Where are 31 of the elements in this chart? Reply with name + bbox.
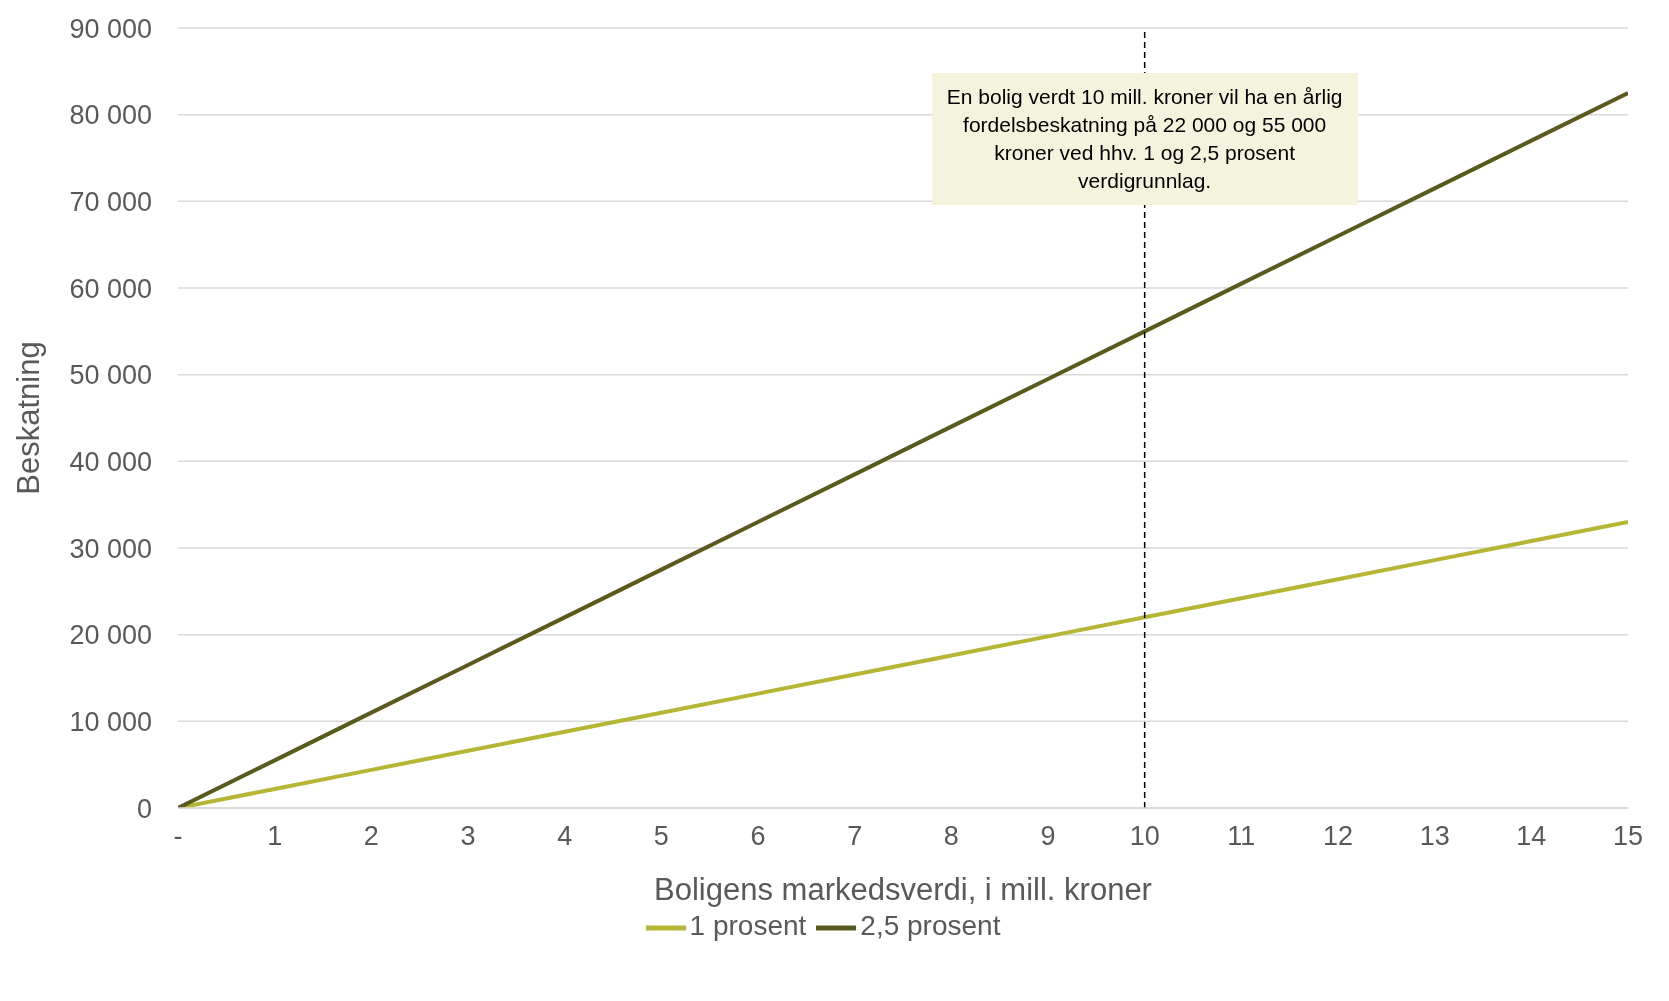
x-axis-title: Boligens markedsverdi, i mill. kroner (654, 872, 1152, 907)
legend-label: 2,5 prosent (860, 910, 1001, 942)
y-tick-label: 30 000 (69, 533, 152, 564)
x-tick-label: 14 (1516, 821, 1547, 852)
x-tick-label: 6 (750, 821, 766, 852)
y-tick-label: 90 000 (69, 13, 152, 44)
y-tick-label: 80 000 (69, 100, 152, 131)
y-tick-label: 60 000 (69, 273, 152, 304)
y-tick-label: 50 000 (69, 360, 152, 391)
x-tick-label: 7 (847, 821, 863, 852)
y-tick-label: 70 000 (69, 186, 152, 217)
x-tick-label: 5 (653, 821, 669, 852)
x-tick-label: 1 (267, 821, 283, 852)
x-tick-label: 8 (943, 821, 959, 852)
y-tick-label: 0 (136, 793, 152, 824)
x-tick-label: 10 (1129, 821, 1160, 852)
x-tick-label: 9 (1040, 821, 1056, 852)
x-tick-label: - (173, 821, 183, 852)
x-tick-label: 12 (1322, 821, 1354, 852)
legend-label: 1 prosent (689, 910, 807, 942)
x-tick-label: 15 (1612, 821, 1644, 852)
annotation: En bolig verdt 10 mill. kroner vil ha en årlig fordelsbeskatning på 22 000 og 55 000 kroner ved hhv. 1 og 2,5 prosent verdigrunnlag. (931, 73, 1358, 205)
x-tick-label: 11 (1227, 821, 1256, 852)
y-tick-label: 40 000 (69, 446, 152, 477)
y-tick-label: 20 000 (69, 620, 152, 651)
x-tick-label: 2 (363, 821, 379, 852)
y-tick-label: 10 000 (69, 706, 152, 737)
x-tick-label: 13 (1419, 821, 1450, 852)
x-tick-label: 3 (460, 821, 476, 852)
y-axis-title: Beskatning (11, 341, 47, 495)
x-tick-label: 4 (557, 821, 573, 852)
